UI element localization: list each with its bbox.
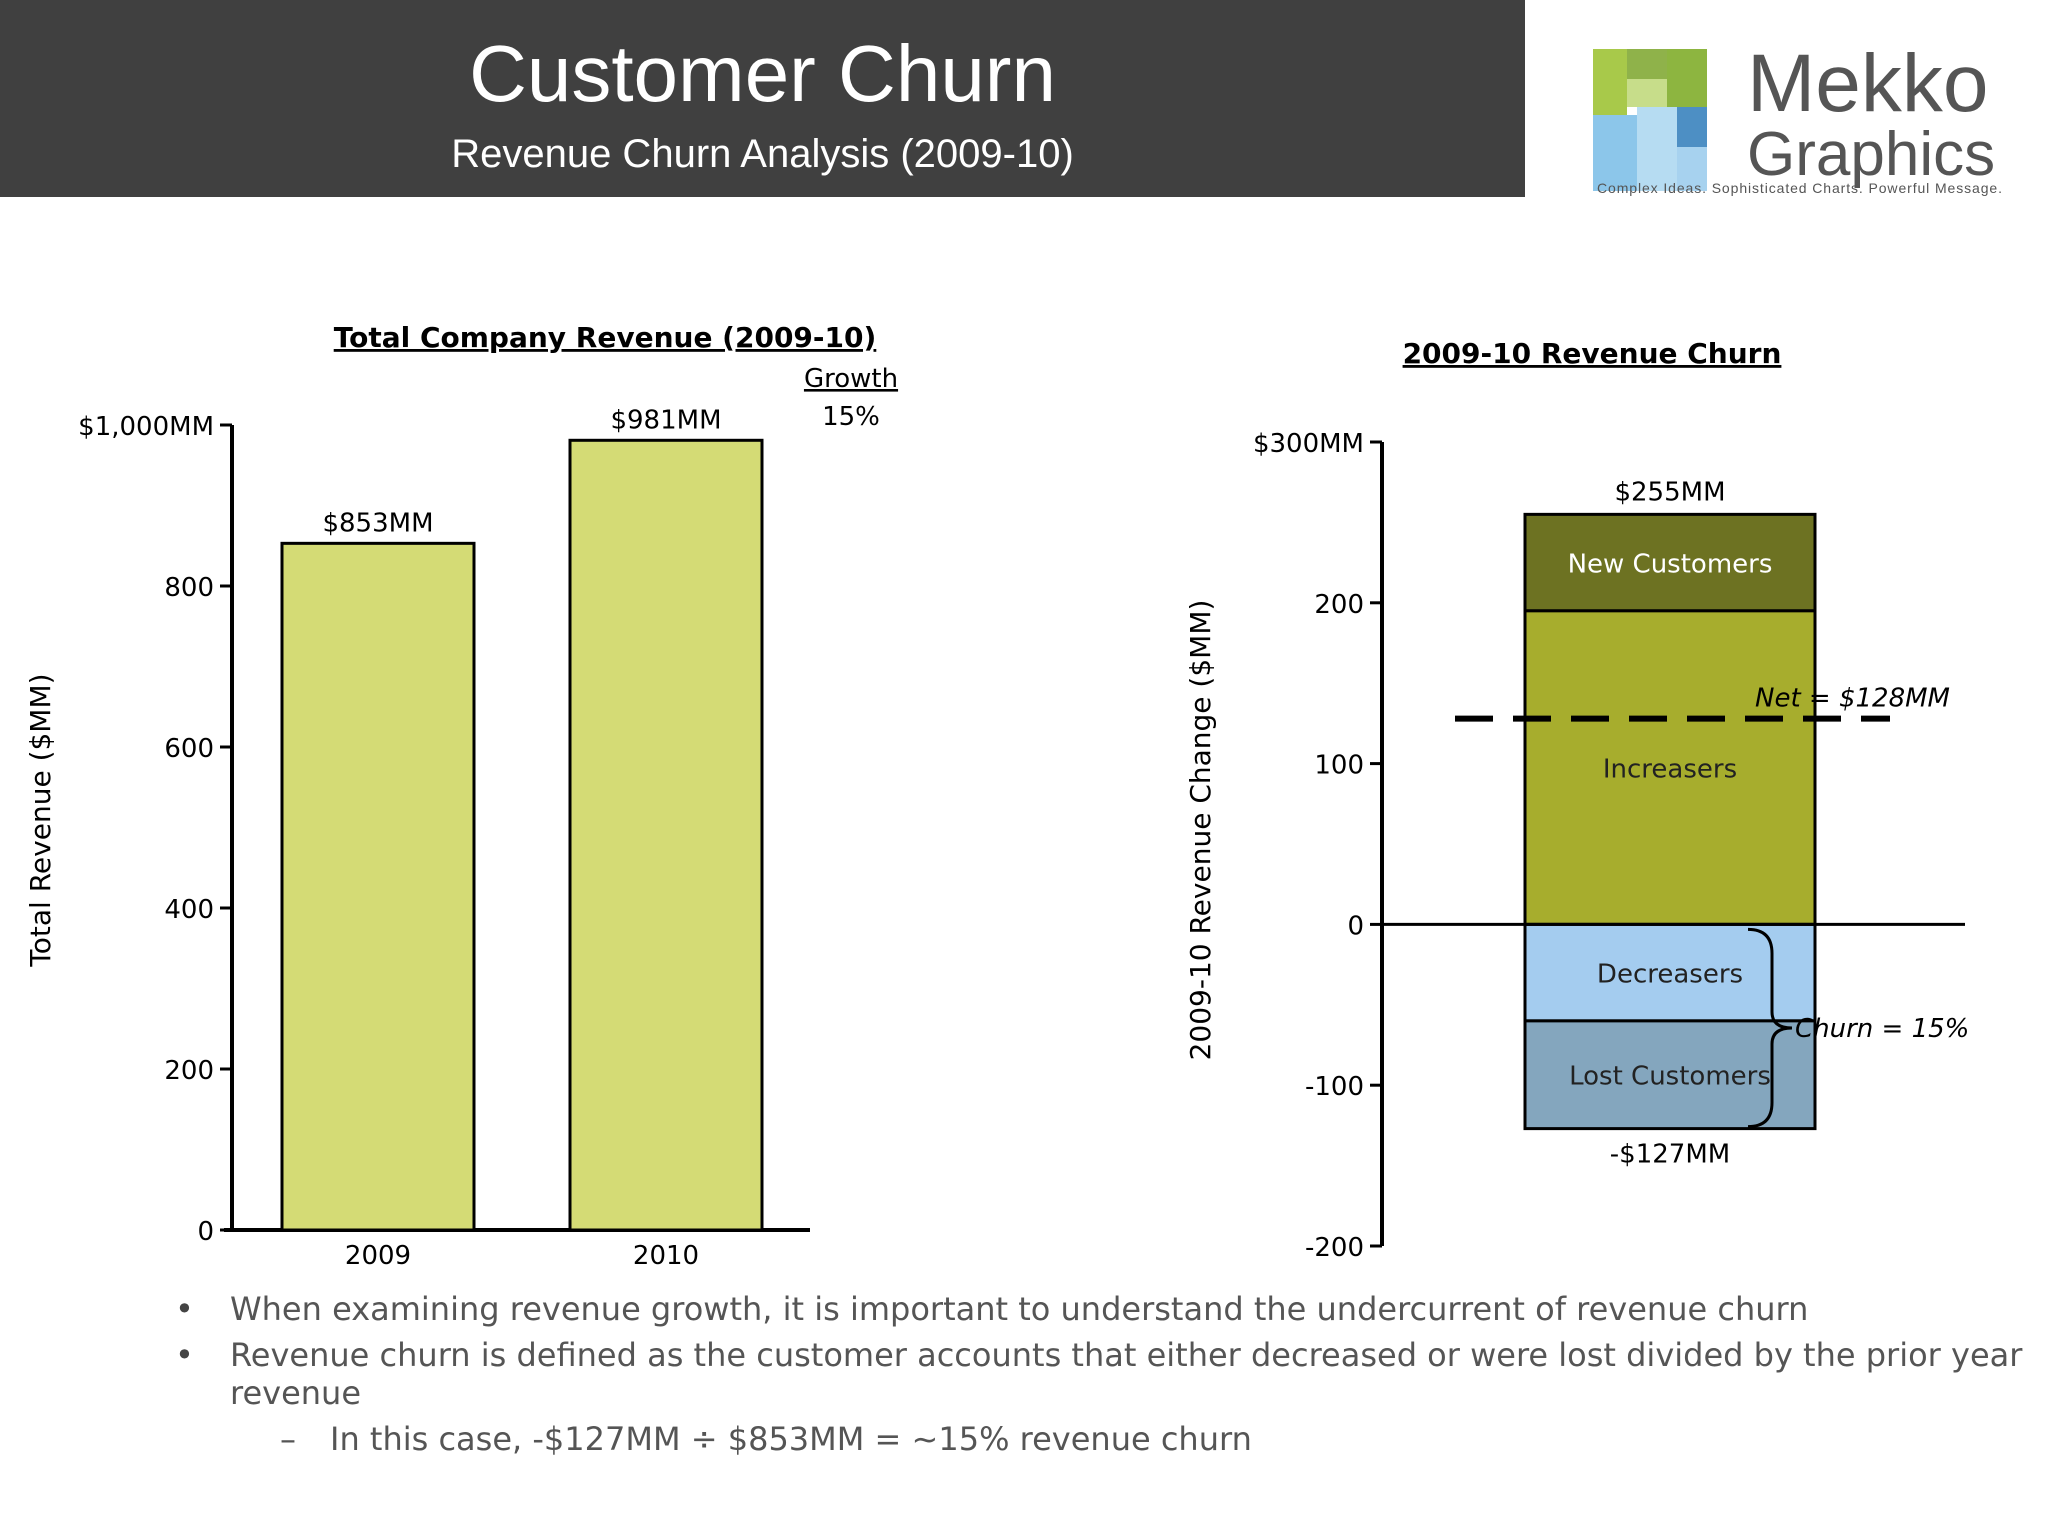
y-tick-label: 800 bbox=[164, 573, 214, 603]
x-tick-label: 2010 bbox=[633, 1241, 699, 1271]
logo-tagline: Complex Ideas. Sophisticated Charts. Pow… bbox=[1597, 180, 2002, 196]
y-tick-label: 0 bbox=[197, 1217, 214, 1247]
y-tick-label: -200 bbox=[1305, 1233, 1364, 1263]
bar-2009 bbox=[280, 541, 476, 1232]
net-label: Net = $128MM bbox=[1755, 684, 1950, 714]
segment-increasers bbox=[1523, 609, 1817, 926]
bar-data-label: $981MM bbox=[610, 405, 721, 435]
logo-graphics-text: Graphics bbox=[1747, 120, 1995, 189]
bar-2010 bbox=[568, 438, 764, 1232]
y-tick-label: -100 bbox=[1305, 1072, 1364, 1102]
bullet-item: • When examining revenue growth, it is i… bbox=[170, 1290, 2030, 1328]
segment-label: Decreasers bbox=[1597, 960, 1743, 990]
churn-brace bbox=[1747, 927, 1793, 1129]
y-tick-label: $300MM bbox=[1253, 429, 1364, 459]
sub-bullet-item: – In this case, -$127MM ÷ $853MM = ~15% … bbox=[170, 1420, 2030, 1458]
segment-label: Lost Customers bbox=[1569, 1062, 1771, 1092]
total-positive-label: $255MM bbox=[1614, 477, 1725, 507]
chart-title: 2009-10 Revenue Churn bbox=[1403, 337, 1782, 370]
growth-value: 15% bbox=[822, 402, 880, 432]
page-title: Customer Churn bbox=[469, 29, 1056, 118]
churn-label: Churn = 15% bbox=[1795, 1014, 1969, 1044]
logo-mosaic-icon bbox=[1593, 49, 1707, 191]
y-axis-label: Total Revenue ($MM) bbox=[24, 673, 57, 967]
mekko-graphics-logo: Mekko Graphics Complex Ideas. Sophistica… bbox=[1593, 38, 2002, 196]
segment-label: Increasers bbox=[1603, 755, 1737, 785]
x-tick-label: 2009 bbox=[345, 1241, 411, 1271]
logo-mekko-text: Mekko bbox=[1747, 38, 1989, 129]
total-negative-label: -$127MM bbox=[1610, 1140, 1730, 1170]
y-tick-label: 100 bbox=[1314, 751, 1364, 781]
y-tick-label: 200 bbox=[1314, 590, 1364, 620]
y-axis-label: 2009-10 Revenue Change ($MM) bbox=[1184, 600, 1217, 1061]
bullet-text: When examining revenue growth, it is imp… bbox=[230, 1290, 1809, 1328]
bullet-dot: • bbox=[175, 1290, 194, 1328]
bullet-dot: • bbox=[175, 1336, 194, 1374]
segment-new-customers bbox=[1523, 512, 1817, 613]
segment-label: New Customers bbox=[1568, 550, 1773, 580]
sub-bullet-dash: – bbox=[280, 1420, 296, 1458]
segment-lost-customers bbox=[1523, 1019, 1817, 1131]
y-tick-label: 0 bbox=[1347, 911, 1364, 941]
chart-title: Total Company Revenue (2009-10) bbox=[334, 321, 877, 354]
header-bar: Customer Churn Revenue Churn Analysis (2… bbox=[0, 0, 1525, 197]
bullet-item: • Revenue churn is defined as the custom… bbox=[170, 1336, 2030, 1412]
y-tick-label: $1,000MM bbox=[78, 412, 214, 442]
growth-header: Growth bbox=[804, 364, 898, 394]
bar-data-label: $853MM bbox=[322, 508, 433, 538]
y-tick-label: 400 bbox=[164, 895, 214, 925]
y-tick-label: 600 bbox=[164, 734, 214, 764]
page-subtitle: Revenue Churn Analysis (2009-10) bbox=[451, 132, 1074, 176]
sub-bullet-text: In this case, -$127MM ÷ $853MM = ~15% re… bbox=[330, 1420, 1252, 1458]
y-tick-label: 200 bbox=[164, 1056, 214, 1086]
notes-list: • When examining revenue growth, it is i… bbox=[170, 1290, 2030, 1458]
bullet-text: Revenue churn is defined as the customer… bbox=[230, 1336, 2023, 1412]
